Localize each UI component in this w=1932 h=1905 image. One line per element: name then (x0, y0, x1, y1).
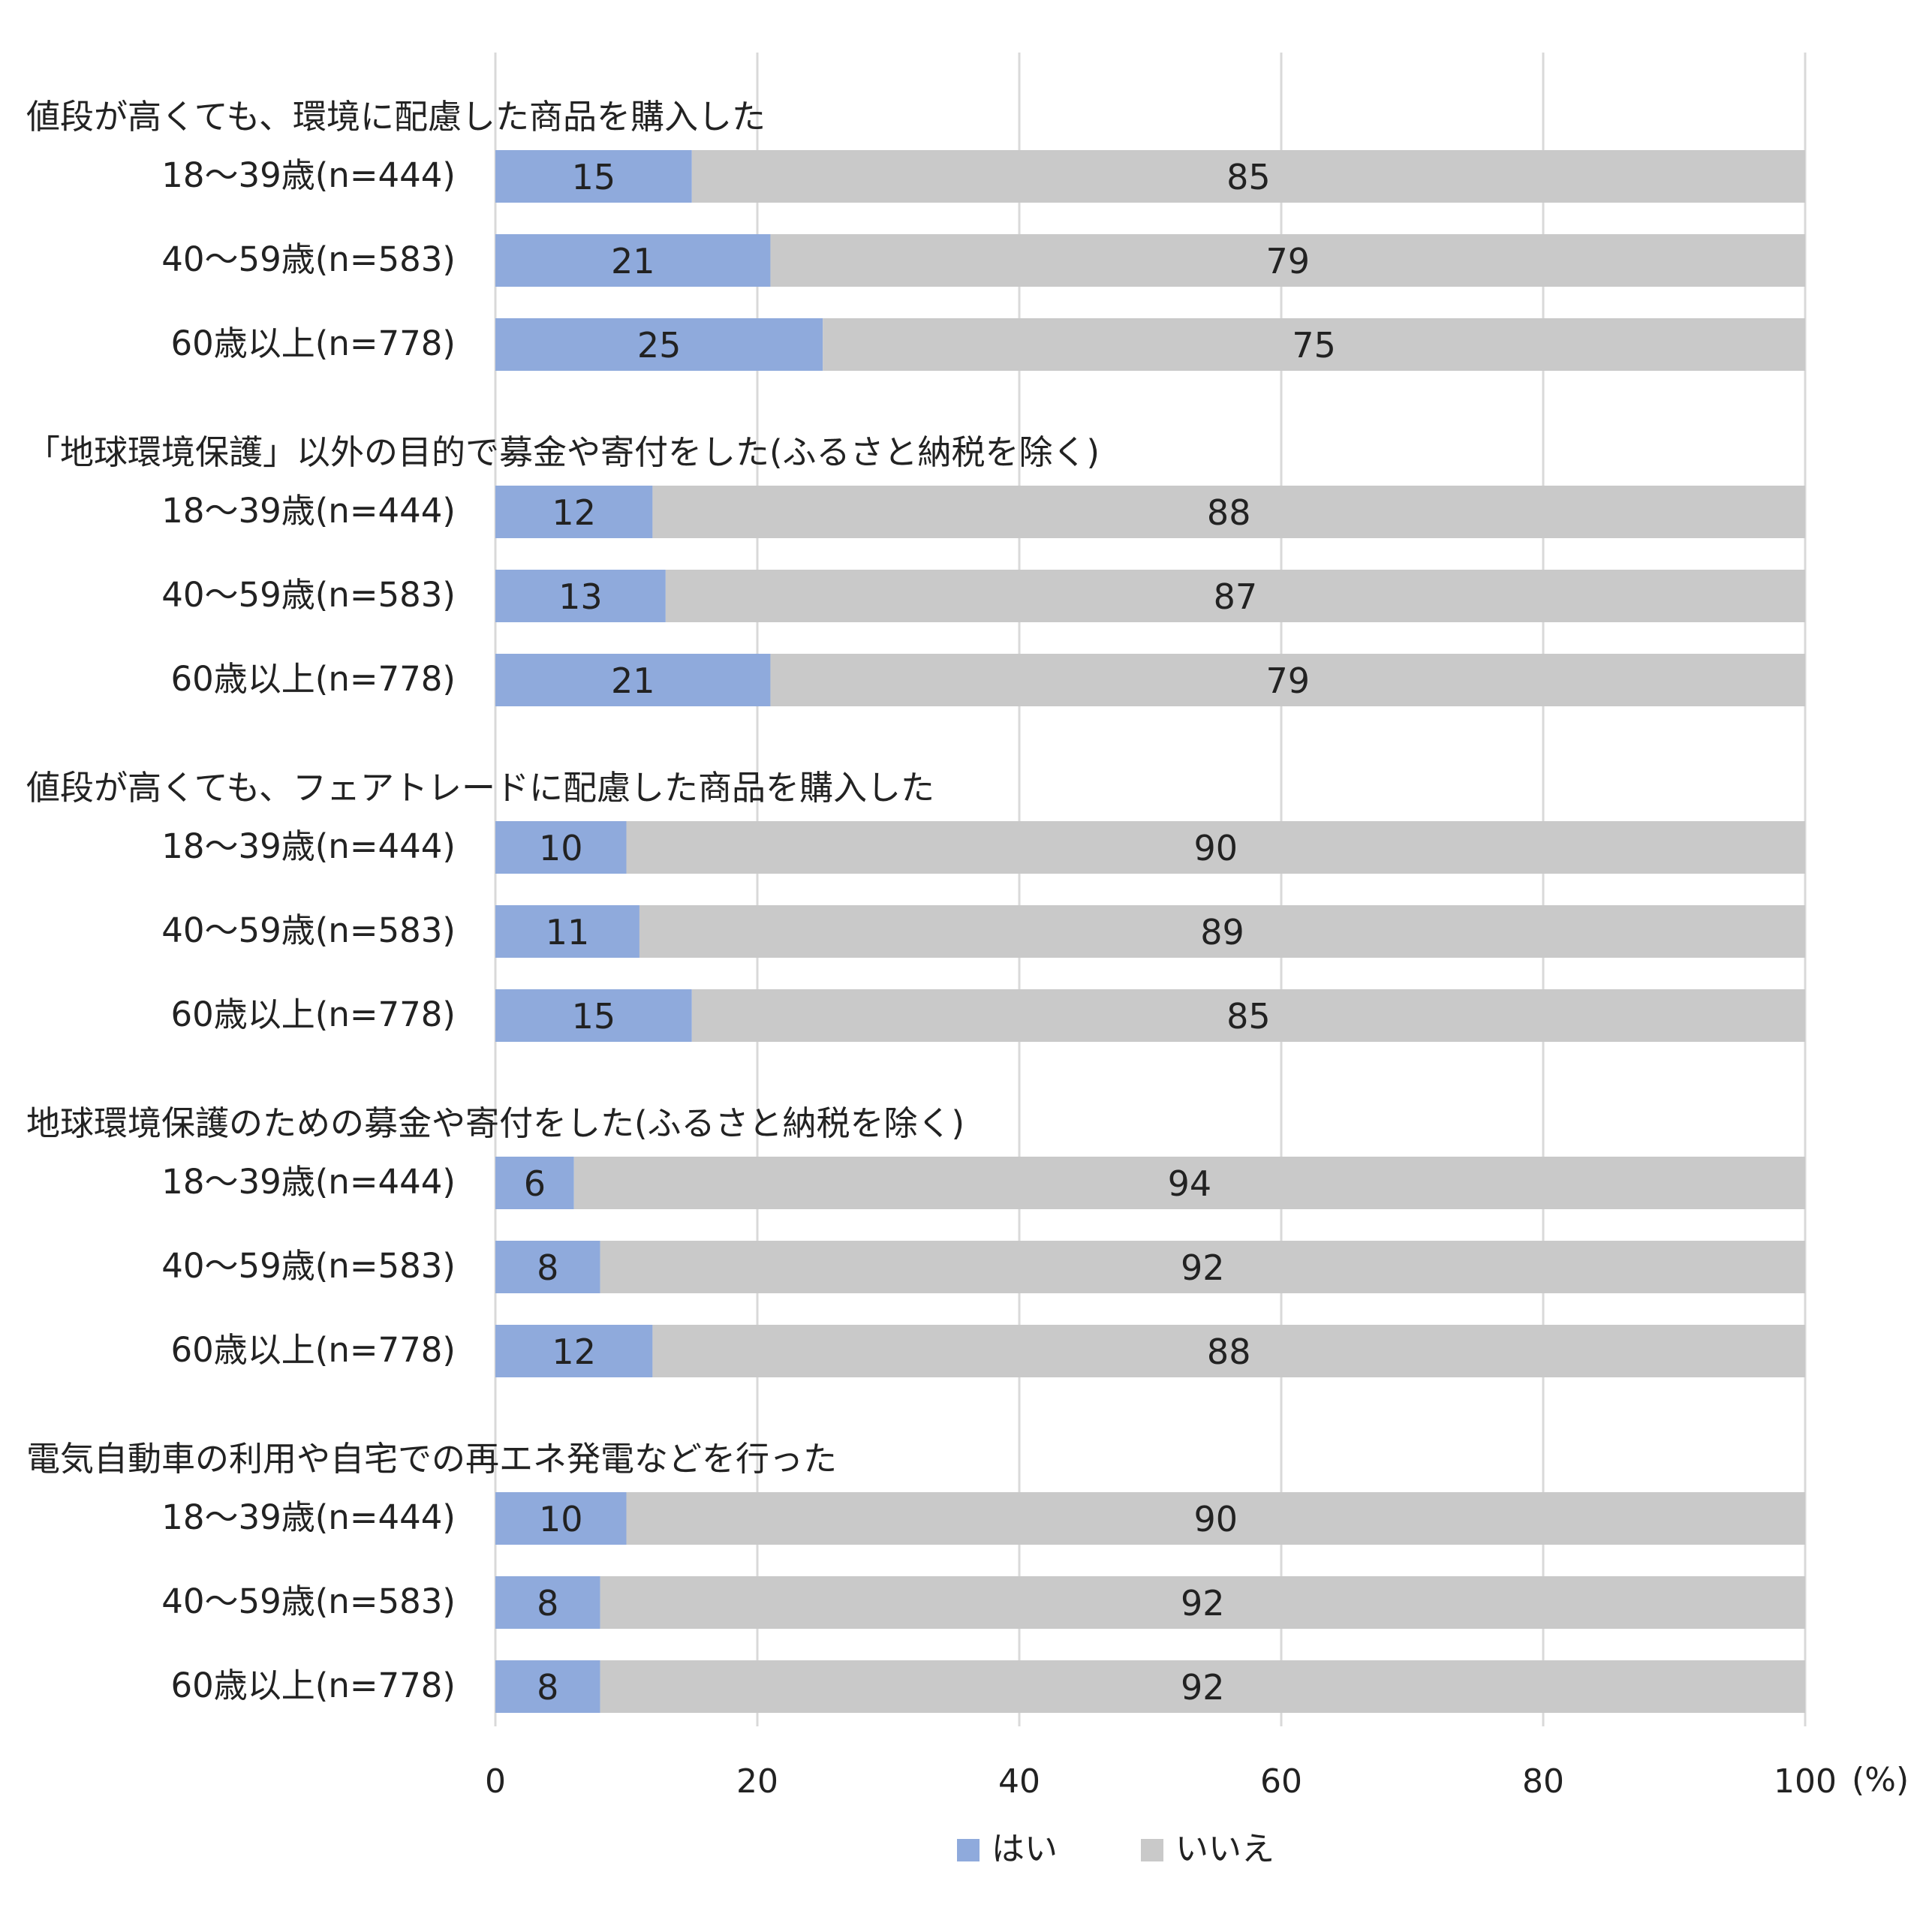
data-label: 88 (1207, 492, 1251, 533)
bar-iie (626, 1492, 1805, 1545)
data-label: 92 (1181, 1247, 1225, 1288)
data-label: 13 (558, 576, 603, 617)
row-label: 60歳以上(n=778) (171, 995, 456, 1034)
bar-iie (652, 486, 1805, 538)
row-label: 60歳以上(n=778) (171, 324, 456, 363)
legend-hai-swatch (957, 1839, 980, 1861)
x-tick-label: 40 (998, 1762, 1040, 1801)
group-title: 電気自動車の利用や自宅での再エネ発電などを行った (26, 1439, 837, 1479)
data-label: 15 (572, 157, 616, 197)
bar-iie (691, 150, 1805, 203)
row-label: 60歳以上(n=778) (171, 1330, 456, 1370)
data-label: 85 (1226, 996, 1271, 1037)
bar-hai (495, 150, 692, 203)
data-label: 75 (1292, 325, 1336, 366)
row-label: 18～39歳(n=444) (161, 1162, 456, 1202)
legend-hai-label: はい (992, 1830, 1058, 1868)
row-label: 18～39歳(n=444) (161, 155, 456, 195)
row-label: 60歳以上(n=778) (171, 1666, 456, 1705)
bar-hai (495, 1157, 574, 1209)
data-label: 94 (1168, 1163, 1212, 1204)
legend: はい いいえ (957, 1830, 1274, 1868)
data-label: 10 (539, 828, 583, 868)
data-label: 92 (1181, 1667, 1225, 1708)
bar-hai (495, 905, 639, 958)
bar-hai (495, 1241, 600, 1293)
data-label: 92 (1181, 1583, 1225, 1624)
row-label: 18～39歳(n=444) (161, 826, 456, 866)
bar-hai (495, 234, 771, 287)
x-axis: 0 20 40 60 80 100 (%) (485, 1761, 1909, 1801)
row-label: 40～59歳(n=583) (161, 239, 456, 279)
x-tick-label: 100 (1774, 1762, 1837, 1801)
data-label: 12 (552, 492, 596, 533)
group-title: 値段が高くても、フェアトレードに配慮した商品を購入した (26, 768, 934, 808)
bar-iie (600, 1241, 1805, 1293)
row-label: 18～39歳(n=444) (161, 1497, 456, 1537)
x-axis-unit: (%) (1852, 1761, 1909, 1799)
bar-hai (495, 1325, 653, 1377)
data-label: 8 (537, 1247, 558, 1288)
data-label: 87 (1214, 576, 1258, 617)
bar-hai (495, 570, 666, 622)
data-label: 6 (524, 1163, 546, 1204)
data-label: 11 (546, 912, 590, 952)
row-label: 60歳以上(n=778) (171, 659, 456, 699)
row-label: 40～59歳(n=583) (161, 1246, 456, 1286)
row-label: 40～59歳(n=583) (161, 575, 456, 615)
x-tick-label: 0 (485, 1762, 506, 1801)
bar-hai (495, 654, 771, 706)
bar-iie (823, 318, 1805, 371)
data-label: 85 (1226, 157, 1271, 197)
data-label: 90 (1193, 828, 1238, 868)
bar-hai (495, 1576, 600, 1629)
row-label: 40～59歳(n=583) (161, 910, 456, 950)
data-label: 21 (611, 241, 655, 281)
data-label: 90 (1193, 1499, 1238, 1539)
group-title: 値段が高くても、環境に配慮した商品を購入した (26, 97, 766, 137)
data-label: 12 (552, 1332, 596, 1372)
bar-iie (573, 1157, 1806, 1209)
data-label: 79 (1265, 661, 1310, 701)
data-label: 21 (611, 661, 655, 701)
row-label: 40～59歳(n=583) (161, 1581, 456, 1621)
data-label: 79 (1265, 241, 1310, 281)
row-label: 18～39歳(n=444) (161, 491, 456, 531)
bar-hai (495, 318, 823, 371)
data-label: 10 (539, 1499, 583, 1539)
group-title: 「地球環境保護」以外の目的で募金や寄付をした(ふるさと納税を除く) (26, 432, 1100, 472)
bar-hai (495, 821, 627, 874)
bar-hai (495, 1660, 600, 1713)
x-tick-label: 80 (1522, 1762, 1564, 1801)
bar-iie (600, 1576, 1805, 1629)
bar-hai (495, 486, 653, 538)
data-label: 88 (1207, 1332, 1251, 1372)
data-label: 25 (637, 325, 682, 366)
data-label: 89 (1200, 912, 1244, 952)
bar-iie (639, 905, 1806, 958)
bar-iie (652, 1325, 1805, 1377)
bar-iie (770, 654, 1805, 706)
data-label: 15 (572, 996, 616, 1037)
x-tick-label: 60 (1260, 1762, 1302, 1801)
bar-hai (495, 1492, 627, 1545)
data-label: 8 (537, 1667, 558, 1708)
bar-iie (665, 570, 1805, 622)
bar-iie (770, 234, 1805, 287)
labels: 値段が高くても、環境に配慮した商品を購入した 18～39歳(n=444) 15 85 4… (26, 97, 1336, 1708)
bar-iie (691, 989, 1805, 1042)
bars (495, 150, 1806, 1713)
bar-hai (495, 989, 692, 1042)
data-label: 8 (537, 1583, 558, 1624)
legend-iie-label: いいえ (1175, 1830, 1274, 1868)
x-tick-label: 20 (736, 1762, 778, 1801)
legend-iie-swatch (1141, 1839, 1163, 1861)
bar-iie (600, 1660, 1805, 1713)
bar-iie (626, 821, 1805, 874)
group-title: 地球環境保護のための募金や寄付をした(ふるさと納税を除く) (26, 1103, 964, 1143)
